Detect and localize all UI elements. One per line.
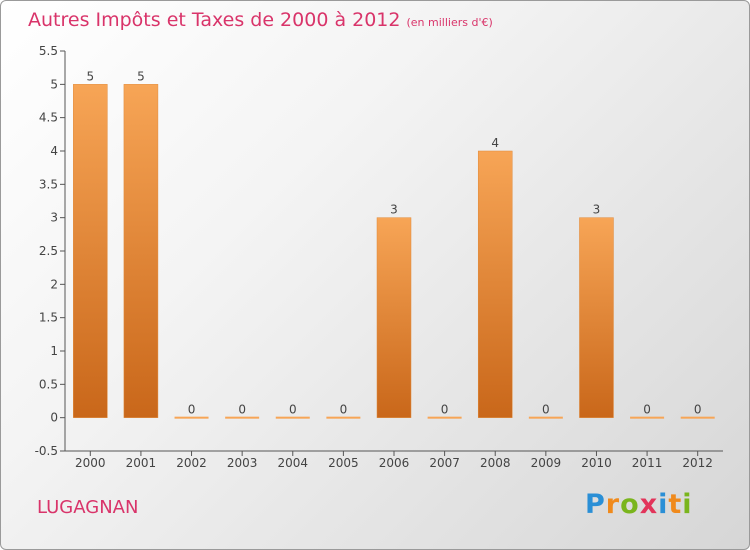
x-tick-label: 2009: [531, 456, 562, 470]
bar: [376, 217, 412, 418]
data-label: 3: [390, 203, 398, 217]
logo-letter: i: [682, 489, 693, 520]
data-label: 4: [491, 136, 499, 150]
y-tick-label: 0.5: [39, 377, 58, 391]
data-label: 0: [238, 403, 246, 417]
data-label: 0: [643, 403, 651, 417]
data-label: 3: [593, 203, 601, 217]
y-tick-label: 4: [50, 144, 58, 158]
y-tick-label: 1: [50, 344, 58, 358]
x-tick-label: 2010: [581, 456, 612, 470]
bar: [123, 84, 159, 418]
logo-letter: r: [605, 489, 621, 520]
bar: [225, 416, 260, 419]
data-label: 0: [441, 403, 449, 417]
data-label: 5: [86, 69, 94, 83]
bar: [73, 84, 108, 418]
logo-letter: x: [639, 489, 659, 520]
bar: [326, 416, 361, 419]
x-tick-label: 2007: [429, 456, 460, 470]
y-tick-label: 3: [50, 211, 58, 225]
logo-letter: o: [620, 489, 640, 520]
chart-title-text: Autres Impôts et Taxes de 2000 à 2012: [28, 9, 401, 31]
y-tick-label: 5: [50, 77, 58, 91]
proxiti-logo: Proxiti: [585, 489, 693, 520]
y-tick-label: 0: [50, 411, 58, 425]
data-label: 0: [694, 403, 702, 417]
chart-unit: (en milliers d'€): [406, 16, 493, 29]
data-label: 0: [340, 403, 348, 417]
x-tick-label: 2004: [277, 456, 308, 470]
x-tick-label: 2001: [126, 456, 157, 470]
x-tick-label: 2000: [75, 456, 106, 470]
y-tick-label: 2.5: [39, 244, 58, 258]
data-label: 0: [188, 403, 196, 417]
bar: [275, 416, 310, 419]
x-tick-label: 2002: [176, 456, 207, 470]
x-tick-label: 2011: [632, 456, 663, 470]
bar: [630, 416, 665, 419]
chart-title: Autres Impôts et Taxes de 2000 à 2012 (en…: [28, 9, 493, 31]
data-label: 0: [542, 403, 550, 417]
y-tick-label: 5.5: [39, 44, 58, 58]
commune-name: LUGAGNAN: [37, 497, 139, 518]
bar: [477, 150, 513, 418]
y-tick-label: 1.5: [39, 311, 58, 325]
logo-letter: t: [668, 489, 683, 520]
y-tick-label: -0.5: [35, 444, 58, 458]
x-tick-label: 2003: [227, 456, 258, 470]
y-tick-label: 2: [50, 277, 58, 291]
x-tick-label: 2008: [480, 456, 511, 470]
bar: [427, 416, 462, 419]
bar: [579, 217, 614, 418]
logo-letter: P: [585, 489, 606, 520]
bar: [174, 416, 209, 419]
y-tick-label: 3.5: [39, 177, 58, 191]
bar: [680, 416, 715, 419]
x-tick-label: 2005: [328, 456, 359, 470]
y-tick-label: 4.5: [39, 111, 58, 125]
logo-letter: i: [658, 489, 669, 520]
data-label: 5: [137, 69, 145, 83]
bar: [528, 416, 563, 419]
x-tick-label: 2012: [682, 456, 713, 470]
data-label: 0: [289, 403, 297, 417]
x-tick-label: 2006: [379, 456, 410, 470]
